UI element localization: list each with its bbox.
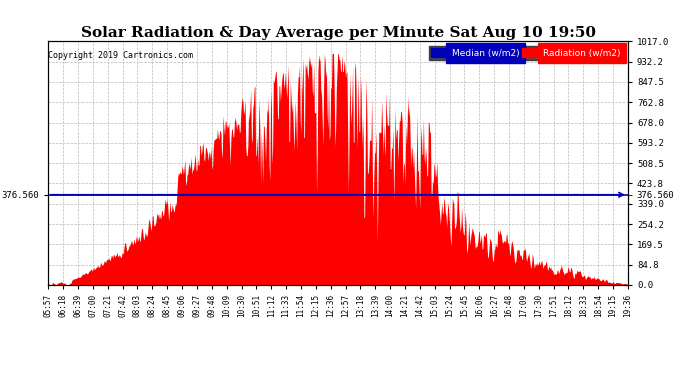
Text: Copyright 2019 Cartronics.com: Copyright 2019 Cartronics.com (48, 51, 193, 60)
Legend: Median (w/m2), Radiation (w/m2): Median (w/m2), Radiation (w/m2) (428, 46, 623, 60)
Title: Solar Radiation & Day Average per Minute Sat Aug 10 19:50: Solar Radiation & Day Average per Minute… (81, 26, 595, 40)
